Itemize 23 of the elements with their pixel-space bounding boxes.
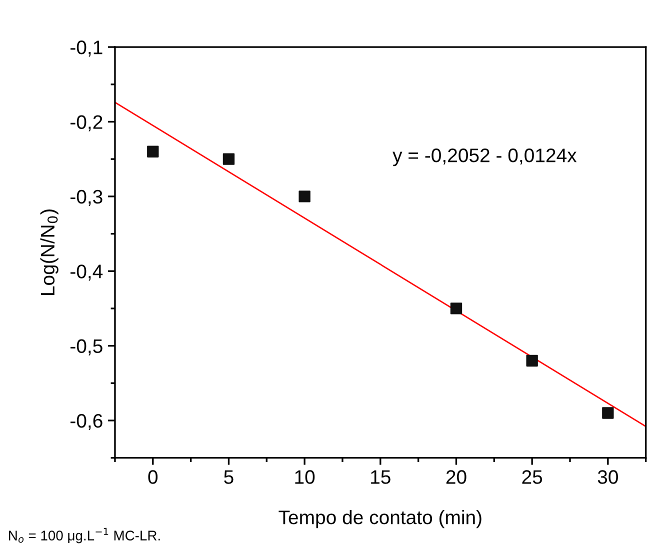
y-tick-label: -0,4: [70, 264, 103, 281]
y-tick-label: -0,6: [70, 414, 102, 430]
y-tick-label: -0,5: [70, 339, 102, 356]
point: [526, 354, 538, 367]
y-tick-label: -0,2: [70, 115, 102, 132]
point: [450, 302, 462, 314]
x-tick-label: 5: [224, 470, 234, 484]
x-tick-label: 20: [446, 470, 466, 484]
y-tick-label: -0,3: [70, 190, 102, 206]
x-tick-label: 15: [371, 470, 390, 484]
point: [222, 153, 235, 165]
point: [298, 190, 310, 202]
x-tick-label: 0: [148, 470, 158, 484]
text: N$_{o}$ = 100 μg.L$^{−1}$ MC-LR.: [9, 528, 160, 544]
x-axis-title: Tempo de contato (min): [278, 510, 482, 528]
x-tick-label: 25: [522, 470, 542, 484]
x-tick-label: 30: [598, 470, 618, 484]
x-tick-label: 10: [295, 470, 315, 484]
y-tick-label: -0,1: [70, 40, 102, 57]
point: [147, 146, 159, 158]
annotation: y = -0,2052 - 0,0124x: [392, 148, 577, 166]
y-axis-title: Log(N/N$_{0}$): [40, 210, 58, 295]
point: [602, 407, 614, 419]
